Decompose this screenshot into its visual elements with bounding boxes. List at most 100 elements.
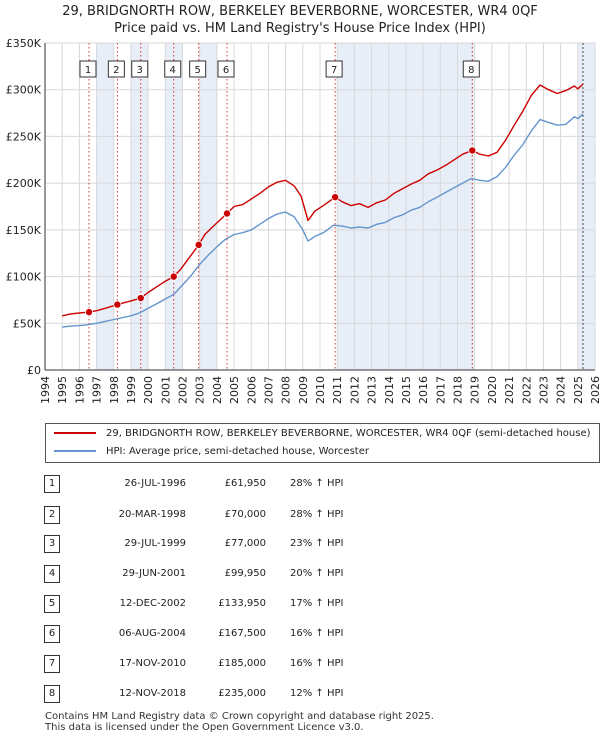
sale-date: 29-JUN-2001 [122, 568, 186, 579]
sale-price: £133,950 [218, 598, 266, 609]
legend-item-property: 29, BRIDGNORTH ROW, BERKELEY BEVERBORNE,… [54, 426, 591, 442]
sale-marker-label: 2 [113, 65, 119, 76]
chart-title-line2: Price paid vs. HM Land Registry's House … [114, 21, 486, 36]
table-row: 1 26-JUL-1996 £61,950 28% ↑ HPI [0, 475, 600, 495]
x-tick-label: 2026 [589, 376, 600, 404]
sale-marker-box [164, 60, 182, 78]
sale-hpi-change: 23% ↑ HPI [290, 538, 344, 549]
chart-title-line1: 29, BRIDGNORTH ROW, BERKELEY BEVERBORNE,… [62, 4, 538, 19]
shaded-band [130, 43, 149, 370]
x-tick-label: 2002 [177, 376, 190, 404]
y-tick-label: £150K [6, 224, 42, 237]
x-tick-label: 2017 [434, 376, 447, 404]
legend-label-hpi: HPI: Average price, semi-detached house,… [106, 446, 369, 457]
x-tick-label: 2024 [555, 376, 568, 404]
sale-date: 17-NOV-2010 [119, 658, 186, 669]
sale-marker-box [131, 60, 149, 78]
sale-point [223, 209, 232, 218]
y-tick-label: £350K [6, 37, 42, 50]
shaded-band [199, 43, 217, 370]
x-tick-label: 2000 [142, 376, 155, 404]
y-tick-label: £300K [6, 84, 42, 97]
sale-marker-label: 8 [468, 65, 474, 76]
sale-price: £235,000 [218, 688, 266, 699]
sale-point [331, 193, 340, 202]
x-tick-label: 2003 [194, 376, 207, 404]
sale-price: £185,000 [218, 658, 266, 669]
x-tick-label: 1996 [73, 376, 86, 404]
y-tick-label: £0 [27, 364, 41, 377]
sale-marker-box [189, 60, 207, 78]
shaded-band [96, 43, 114, 370]
sale-marker-box [217, 60, 235, 78]
x-tick-label: 2022 [520, 376, 533, 404]
legend-swatch-hpi [54, 450, 96, 452]
legend-label-property: 29, BRIDGNORTH ROW, BERKELEY BEVERBORNE,… [106, 428, 591, 439]
sale-hpi-change: 12% ↑ HPI [290, 688, 344, 699]
x-tick-label: 1997 [91, 376, 104, 404]
sale-marker-label: 7 [331, 65, 337, 76]
table-row: 7 17-NOV-2010 £185,000 16% ↑ HPI [0, 655, 600, 675]
sale-number-badge: 2 [44, 506, 60, 524]
sale-number-badge: 1 [44, 475, 60, 493]
sale-number-badge: 5 [44, 595, 60, 613]
x-tick-label: 1999 [125, 376, 138, 404]
sale-date: 26-JUL-1996 [124, 478, 186, 489]
sale-price: £70,000 [224, 509, 266, 520]
x-tick-label: 2021 [503, 376, 516, 404]
sale-marker-label: 4 [170, 65, 176, 76]
y-tick-label: £250K [6, 130, 42, 143]
sale-price: £77,000 [224, 538, 266, 549]
sale-number-badge: 4 [44, 565, 60, 583]
x-tick-label: 2023 [537, 376, 550, 404]
sale-point [113, 300, 122, 309]
sale-hpi-change: 28% ↑ HPI [290, 509, 344, 520]
attribution-line2: This data is licensed under the Open Gov… [45, 722, 364, 733]
x-tick-label: 2007 [262, 376, 275, 404]
shaded-band [165, 43, 183, 370]
shaded-band [577, 43, 595, 370]
x-tick-label: 1995 [56, 376, 69, 404]
sale-marker-label: 5 [194, 65, 200, 76]
sale-point [85, 308, 94, 317]
price-chart: 1 2 3 4 5 6 7 8 £0 £50K £100K £150K £200K £250K £300K £… [6, 37, 600, 404]
sale-marker-box [107, 60, 125, 78]
legend-swatch-property [54, 432, 96, 434]
attribution-line1: Contains HM Land Registry data © Crown c… [45, 711, 434, 722]
sale-number-badge: 3 [44, 535, 60, 553]
x-tick-label: 2016 [417, 376, 430, 404]
sale-point [194, 240, 203, 249]
chart-legend: 29, BRIDGNORTH ROW, BERKELEY BEVERBORNE,… [45, 423, 600, 463]
x-tick-label: 2011 [331, 376, 344, 404]
property-series-line [62, 83, 584, 317]
x-tick-label: 2025 [572, 376, 585, 404]
sale-number-badge: 8 [44, 685, 60, 703]
sale-hpi-change: 28% ↑ HPI [290, 478, 344, 489]
x-tick-label: 2005 [228, 376, 241, 404]
sale-marker-box [79, 60, 97, 78]
x-tick-label: 2020 [486, 376, 499, 404]
sale-hpi-change: 20% ↑ HPI [290, 568, 344, 579]
sale-price: £99,950 [224, 568, 266, 579]
attribution: Contains HM Land Registry data © Crown c… [45, 711, 434, 733]
sale-point [136, 294, 145, 303]
sale-marker-box [325, 60, 343, 78]
hpi-series-line [62, 113, 584, 328]
sale-date: 12-DEC-2002 [119, 598, 186, 609]
x-tick-label: 2015 [400, 376, 413, 404]
sale-point [169, 272, 178, 281]
y-tick-label: £50K [13, 317, 42, 330]
x-tick-label: 2019 [469, 376, 482, 404]
x-tick-label: 2010 [314, 376, 327, 404]
sale-number-badge: 6 [44, 625, 60, 643]
sale-date: 20-MAR-1998 [118, 509, 186, 520]
sale-price: £167,500 [218, 628, 266, 639]
table-row: 3 29-JUL-1999 £77,000 23% ↑ HPI [0, 535, 600, 555]
sale-number-badge: 7 [44, 655, 60, 673]
table-row: 5 12-DEC-2002 £133,950 17% ↑ HPI [0, 595, 600, 615]
sale-date: 06-AUG-2004 [118, 628, 186, 639]
table-row: 4 29-JUN-2001 £99,950 20% ↑ HPI [0, 565, 600, 585]
x-tick-label: 2014 [383, 376, 396, 404]
y-tick-label: £100K [6, 271, 42, 284]
sale-price: £61,950 [224, 478, 266, 489]
